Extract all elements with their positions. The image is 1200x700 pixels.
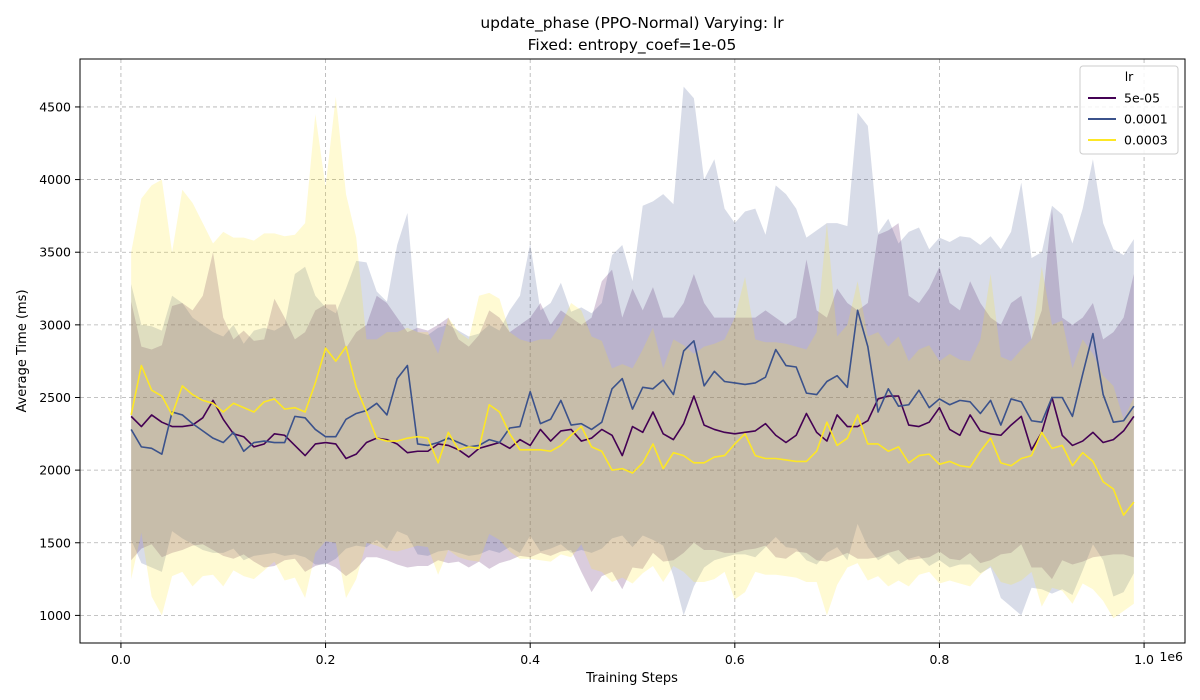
y-tick-label: 4500 <box>39 99 71 114</box>
y-tick-label: 3000 <box>39 317 71 332</box>
legend-label: 5e-05 <box>1124 91 1160 106</box>
y-tick-label: 3500 <box>39 245 71 260</box>
legend-label: 0.0001 <box>1124 112 1168 127</box>
legend-box <box>1079 65 1179 155</box>
x-axis-label: Training Steps <box>585 671 678 686</box>
confidence-bands <box>131 86 1134 619</box>
y-tick-label: 4000 <box>39 172 71 187</box>
x-axis-offset-label: 1e6 <box>1159 649 1183 664</box>
chart-subtitle: Fixed: entropy_coef=1e-05 <box>528 36 737 55</box>
y-tick-label: 2000 <box>39 463 71 478</box>
legend-label: 0.0003 <box>1124 133 1168 148</box>
x-tick-label: 0.8 <box>929 652 949 667</box>
x-tick-label: 0.2 <box>316 652 336 667</box>
x-tick-label: 1.0 <box>1134 652 1154 667</box>
band-series-0 <box>131 208 1134 593</box>
y-axis-label: Average Time (ms) <box>15 289 30 412</box>
line-series-2 <box>130 345 1135 516</box>
band-series-2 <box>131 96 1134 619</box>
line-series-0 <box>130 395 1135 460</box>
y-tick-label: 1000 <box>39 608 71 623</box>
band-series-1 <box>131 86 1134 616</box>
chart-title: update_phase (PPO-Normal) Varying: lr <box>480 14 784 33</box>
legend-title: lr <box>1125 69 1134 84</box>
y-tick-label: 2500 <box>39 390 71 405</box>
x-tick-label: 0.0 <box>111 652 131 667</box>
y-axis-ticks: 1000 1500 2000 2500 3000 3500 4000 4500 <box>39 99 80 623</box>
plot-frame <box>79 58 1186 644</box>
x-tick-label: 0.4 <box>520 652 540 667</box>
line-series-1 <box>130 309 1135 455</box>
x-axis-ticks: 0.0 0.2 0.4 0.6 0.8 1.0 <box>111 643 1154 667</box>
y-tick-label: 1500 <box>39 535 71 550</box>
x-tick-label: 0.6 <box>725 652 745 667</box>
grid-lines <box>80 59 1185 643</box>
series-lines <box>130 309 1135 516</box>
legend: lr 5e-05 0.0001 0.0003 <box>1079 65 1179 155</box>
